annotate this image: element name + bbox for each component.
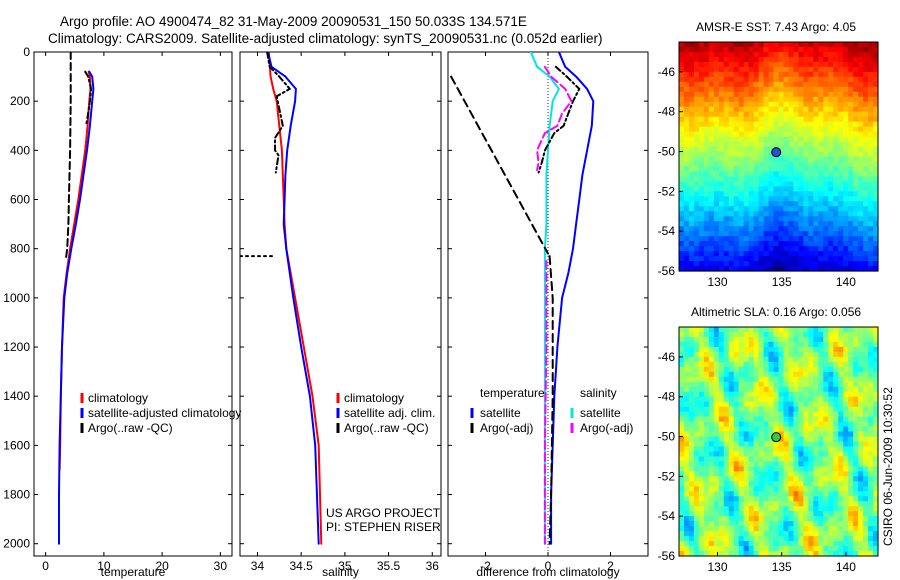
project-annotation: US ARGO PROJECT [326, 506, 441, 520]
sst_map-xtick-label: 130 [708, 275, 728, 289]
temperature-profile-panel: 0 10 20 30 0 200 400 600 800 1000 1200 1400 1600 1800… [3, 45, 241, 579]
sla_map-axes-frame [678, 326, 879, 557]
sla_map-ytick-label: -46 [658, 350, 676, 364]
temperature-series-line [58, 70, 92, 471]
sla_map-float-marker [771, 432, 782, 443]
side-timestamp: CSIRO 06-Jun-2009 10:30:52 [881, 387, 895, 546]
temperature-ytick-label: 200 [10, 94, 30, 108]
temperature-series-line [84, 70, 93, 127]
temperature-legend-label: satellite-adjusted climatology [88, 406, 241, 420]
temperature-ytick-label: 1800 [3, 488, 30, 502]
figure-title-line2: Climatology: CARS2009. Satellite-adjuste… [48, 31, 603, 46]
salinity-legend-label: Argo(..raw -QC) [344, 421, 429, 435]
sst_map-ytick-label: -52 [658, 184, 676, 198]
sst_map-field [679, 42, 879, 272]
temperature-xtick-label: 10 [97, 559, 111, 573]
temperature-ytick-label: 400 [10, 143, 30, 157]
sst-map-title: AMSR-E SST: 7.43 Argo: 4.05 [696, 20, 856, 34]
sla-map-title: Altimetric SLA: 0.16 Argo: 0.056 [691, 305, 861, 319]
difference-xlabel: difference from climatology [476, 565, 619, 579]
salinity-xtick-label: 34.5 [289, 559, 313, 573]
figure-title-line1: Argo profile: AO 4900474_82 31-May-2009 … [60, 14, 527, 29]
temperature-ytick-label: 1400 [3, 389, 30, 403]
difference-legend-header: temperature [480, 386, 545, 400]
sla_map-ytick-label: -56 [658, 549, 676, 563]
salinity-xlabel: salinity [322, 565, 359, 579]
sst_map-xtick-label: 135 [772, 275, 792, 289]
temperature-ytick-label: 1600 [3, 438, 30, 452]
salinity-series-line [266, 52, 291, 174]
difference-xtick-label: 2 [607, 559, 614, 573]
difference-series-line [536, 65, 573, 171]
temperature-legend-label: Argo(..raw -QC) [88, 421, 173, 435]
sst_map-ytick-label: -50 [658, 145, 676, 159]
difference-legend-header: salinity [580, 386, 617, 400]
temperature-ytick-label: 800 [10, 242, 30, 256]
sst_map-ytick-label: -48 [658, 105, 676, 119]
sla_map-xtick-label: 135 [772, 560, 792, 574]
temperature-ytick-label: 2000 [3, 537, 30, 551]
sla_map-ytick-label: -50 [658, 430, 676, 444]
salinity-legend-label: satellite adj. clim. [344, 406, 435, 420]
sst_map-ytick-label: -56 [658, 264, 676, 278]
salinity-xtick-label: 36 [426, 559, 440, 573]
temperature-ytick-label: 1000 [3, 291, 30, 305]
sla-map-panel: 130 135 140 -56 -54 -52 -50 -48 -46 [658, 326, 879, 574]
pi-annotation: PI: STEPHEN RISER [326, 520, 441, 534]
sla_map-ytick-label: -52 [658, 469, 676, 483]
difference-legend-label: satellite [580, 406, 621, 420]
salinity-legend-label: climatology [344, 391, 404, 405]
sla_map-ytick-label: -54 [658, 509, 676, 523]
difference-series-line [548, 255, 554, 545]
temperature-xtick-label: 0 [42, 559, 49, 573]
difference-legend-label: Argo(-adj) [480, 421, 533, 435]
temperature-xlabel: temperature [101, 565, 166, 579]
sst_map-axes-frame [678, 41, 879, 272]
difference-legend-label: Argo(-adj) [580, 421, 633, 435]
sla_map-xtick-label: 130 [708, 560, 728, 574]
difference-series-line [537, 65, 581, 174]
sst_map-ytick-label: -46 [658, 65, 676, 79]
salinity-axes-frame [239, 51, 442, 557]
sla_map-ytick-label: -48 [658, 390, 676, 404]
salinity-profile-panel: 34 34.5 35 35.5 36 salinity climatologysatelli… [239, 51, 442, 579]
difference-series-line [543, 260, 548, 545]
temperature-xtick-label: 30 [214, 559, 228, 573]
sst_map-float-marker [771, 147, 782, 158]
salinity-xtick-label: 34 [251, 559, 265, 573]
salinity-xtick-label: 35.5 [377, 559, 401, 573]
sla_map-xtick-label: 140 [836, 560, 856, 574]
temperature-series-line [65, 52, 72, 260]
sst-map-panel: 130 135 140 -56 -54 -52 -50 -48 -46 [658, 41, 879, 289]
difference-legend-label: satellite [480, 406, 521, 420]
temperature-ytick-label: 600 [10, 193, 30, 207]
temperature-xtick-label: 20 [155, 559, 169, 573]
salinity-xtick-label: 35 [338, 559, 352, 573]
temperature-ytick-label: 0 [23, 45, 30, 59]
difference-series-line [550, 52, 595, 545]
sst_map-xtick-label: 140 [836, 275, 856, 289]
difference-series-line [529, 52, 560, 545]
sst_map-ytick-label: -54 [658, 224, 676, 238]
difference-xtick-label: 0 [545, 559, 552, 573]
salinity-series-line [267, 52, 320, 545]
difference-xtick-label: -2 [480, 559, 491, 573]
temperature-ytick-label: 1200 [3, 340, 30, 354]
temperature-legend-label: climatology [88, 391, 148, 405]
salinity-series-line [267, 52, 323, 545]
temperature-axes-frame [33, 51, 233, 557]
difference-series-line [450, 75, 549, 255]
sla_map-field [679, 327, 879, 557]
temperature-series-line [58, 70, 95, 545]
